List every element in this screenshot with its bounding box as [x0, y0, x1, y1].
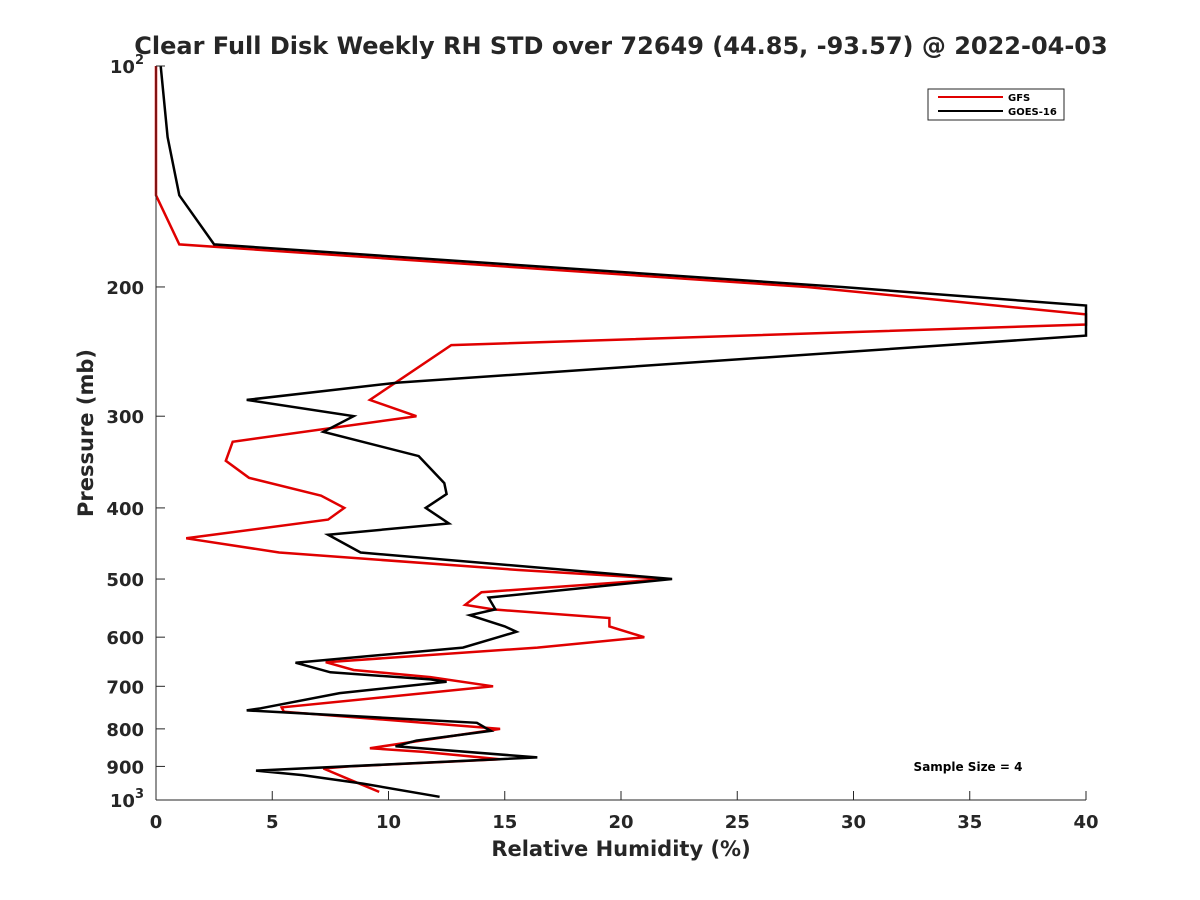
y-tick-label: 500 — [106, 570, 144, 591]
y-axis-label: Pressure (mb) — [74, 349, 98, 517]
y-tick-label: 200 — [106, 278, 144, 299]
x-tick-label: 20 — [608, 812, 633, 833]
plot-lines — [154, 65, 1088, 799]
y-tick-label: 300 — [106, 407, 144, 428]
chart-title: Clear Full Disk Weekly RH STD over 72649… — [134, 32, 1107, 60]
x-tick-label: 25 — [725, 812, 750, 833]
legend-label-goes16: GOES-16 — [1008, 107, 1057, 118]
x-tick-label: 40 — [1073, 812, 1098, 833]
x-tick-label: 35 — [957, 812, 982, 833]
x-tick-label: 0 — [150, 812, 163, 833]
y-tick-label: 600 — [106, 628, 144, 649]
x-tick-label: 15 — [492, 812, 517, 833]
x-tick-label: 10 — [376, 812, 401, 833]
y-tick-label: 400 — [106, 499, 144, 520]
x-tick-label: 5 — [266, 812, 279, 833]
x-axis-label: Relative Humidity (%) — [491, 837, 750, 861]
legend: GFS GOES-16 — [927, 88, 1065, 121]
y-tick-label: 800 — [106, 720, 144, 741]
legend-label-gfs: GFS — [1008, 93, 1030, 104]
y-tick-label: 900 — [106, 757, 144, 778]
x-ticks: 0 5 10 15 20 25 30 35 40 — [150, 791, 1099, 833]
y-tick-label: 700 — [106, 677, 144, 698]
legend-box — [927, 88, 1065, 121]
series-line-goes16 — [159, 65, 1088, 799]
sample-size-annotation: Sample Size = 4 — [914, 760, 1023, 774]
x-tick-label: 30 — [841, 812, 866, 833]
